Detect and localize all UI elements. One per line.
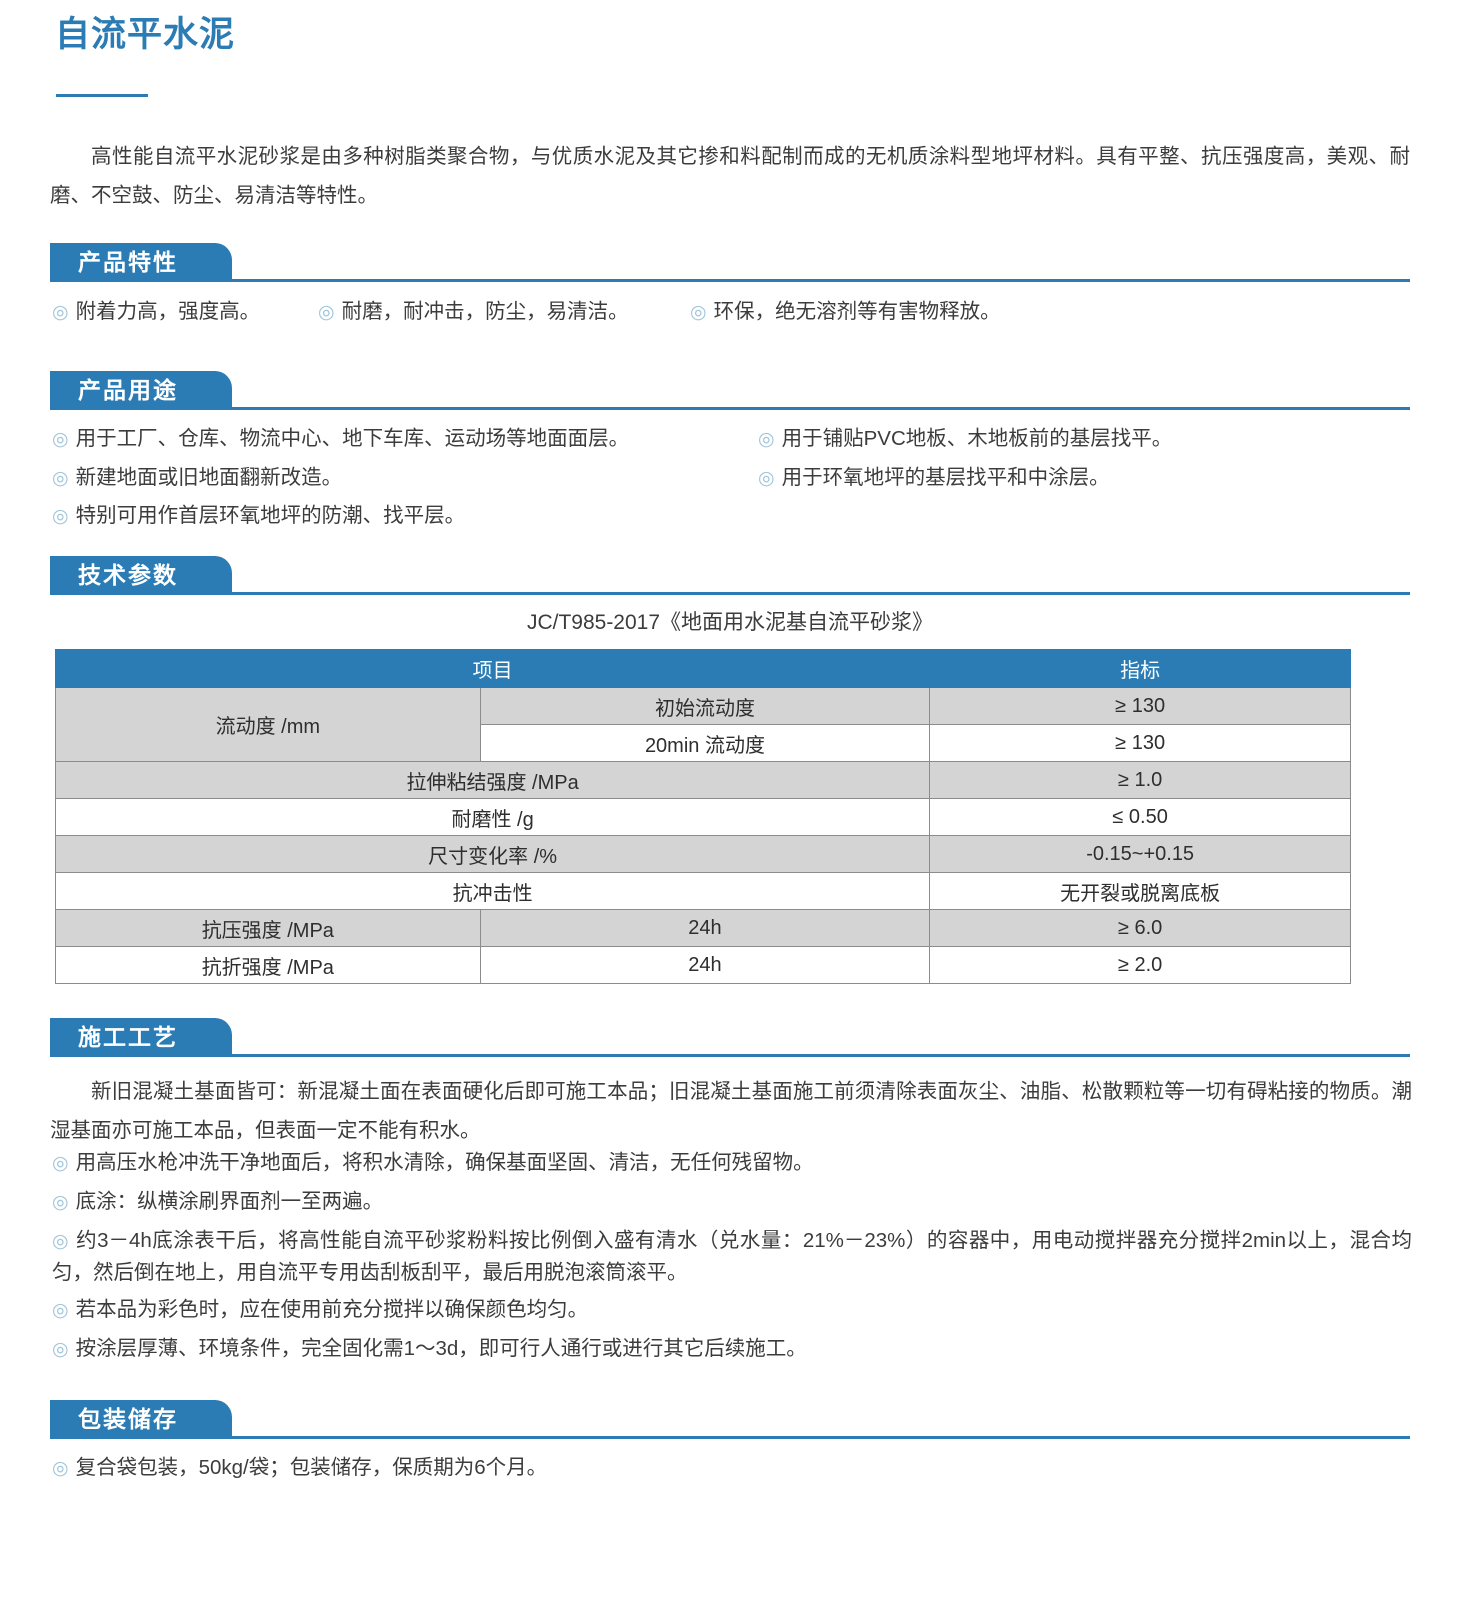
section-header-features: 产品特性 (50, 243, 1410, 283)
page-title: 自流平水泥 (55, 15, 236, 54)
bullet-marker-icon: ◎ (52, 429, 69, 450)
section-title-packaging: 包装储存 (50, 1400, 232, 1438)
table-header-index: 指标 (929, 649, 1351, 688)
section-header-specs: 技术参数 (50, 556, 1410, 596)
section-header-process: 施工工艺 (50, 1018, 1410, 1058)
bullet-marker-icon: ◎ (758, 468, 775, 489)
bullet-marker-icon: ◎ (52, 1339, 69, 1360)
process-item-2: ◎ 底涂：纵横涂刷界面剂一至两遍。 (52, 1186, 383, 1218)
bullet-marker-icon: ◎ (758, 429, 775, 450)
bullet-marker-icon: ◎ (52, 1231, 70, 1252)
use-item-left-1: ◎ 用于工厂、仓库、物流中心、地下车库、运动场等地面面层。 (52, 423, 629, 455)
process-item-1: ◎ 用高压水枪冲洗干净地面后，将积水清除，确保基面坚固、清洁，无任何残留物。 (52, 1147, 814, 1179)
process-item-5: ◎ 按涂层厚薄、环境条件，完全固化需1～3d，即可行人通行或进行其它后续施工。 (52, 1333, 807, 1365)
use-item-right-2-text: 用于环氧地坪的基层找平和中涂层。 (781, 466, 1110, 489)
process-item-4: ◎ 若本品为彩色时，应在使用前充分搅拌以确保颜色均匀。 (52, 1294, 588, 1326)
cell-item: 抗冲击性 (54, 872, 931, 910)
cell-sub: 20min 流动度 (479, 724, 931, 762)
feature-item-3: ◎ 环保，绝无溶剂等有害物释放。 (690, 296, 1001, 328)
cell-item: 流动度 /mm (55, 687, 481, 762)
bullet-marker-icon: ◎ (690, 302, 707, 323)
use-item-left-3-text: 特别可用作首层环氧地坪的防潮、找平层。 (75, 504, 466, 527)
process-item-5-text: 按涂层厚薄、环境条件，完全固化需1～3d，即可行人通行或进行其它后续施工。 (75, 1337, 807, 1360)
use-item-left-1-text: 用于工厂、仓库、物流中心、地下车库、运动场等地面面层。 (75, 427, 630, 450)
cell-item: 抗折强度 /MPa (55, 946, 481, 984)
cell-value: ≤ 0.50 (929, 798, 1351, 836)
table-header-row: 项目 指标 (54, 649, 1351, 688)
section-title-specs: 技术参数 (50, 556, 232, 594)
feature-item-2: ◎ 耐磨，耐冲击，防尘，易清洁。 (318, 296, 629, 328)
feature-item-1: ◎ 附着力高，强度高。 (52, 296, 260, 328)
process-item-3-text: 约3－4h底涂表干后，将高性能自流平砂浆粉料按比例倒入盛有清水（兑水量：21%－… (52, 1229, 1412, 1284)
cell-value: ≥ 1.0 (929, 761, 1351, 799)
technical-parameters-table: 项目 指标 流动度 /mm 初始流动度 ≥ 130 20min 流动度 ≥ 13… (54, 649, 1351, 984)
cell-value: ≥ 130 (929, 687, 1351, 725)
section-rule-packaging (50, 1436, 1410, 1439)
section-title-process: 施工工艺 (50, 1018, 232, 1056)
cell-value: ≥ 2.0 (929, 946, 1351, 984)
title-underline-rule (56, 94, 148, 97)
table-row: 尺寸变化率 /% -0.15~+0.15 (54, 835, 1351, 873)
packaging-item-1: ◎ 复合袋包装，50kg/袋；包装储存，保质期为6个月。 (52, 1452, 547, 1484)
section-rule-specs (50, 592, 1410, 595)
feature-item-1-text: 附着力高，强度高。 (75, 300, 261, 323)
table-row: 流动度 /mm 初始流动度 ≥ 130 (55, 687, 1351, 762)
section-header-uses: 产品用途 (50, 371, 1410, 411)
cell-value: 无开裂或脱离底板 (929, 872, 1351, 910)
use-item-right-1: ◎ 用于铺贴PVC地板、木地板前的基层找平。 (758, 423, 1172, 455)
process-intro-paragraph: 新旧混凝土基面皆可：新混凝土面在表面硬化后即可施工本品；旧混凝土基面施工前须清除… (50, 1080, 1412, 1142)
product-intro-paragraph: 高性能自流平水泥砂浆是由多种树脂类聚合物，与优质水泥及其它掺和料配制而成的无机质… (50, 145, 1410, 207)
section-title-uses: 产品用途 (50, 371, 232, 409)
bullet-marker-icon: ◎ (52, 1192, 69, 1213)
table-row: 20min 流动度 ≥ 130 (56, 724, 1351, 762)
feature-item-3-text: 环保，绝无溶剂等有害物释放。 (713, 300, 1001, 323)
table-row: 抗压强度 /MPa 24h ≥ 6.0 (55, 909, 1351, 947)
cell-value: -0.15~+0.15 (929, 835, 1351, 873)
use-item-left-2-text: 新建地面或旧地面翻新改造。 (75, 466, 343, 489)
feature-item-2-text: 耐磨，耐冲击，防尘，易清洁。 (341, 300, 629, 323)
bullet-marker-icon: ◎ (52, 506, 69, 527)
cell-value: ≥ 130 (929, 724, 1351, 762)
process-item-1-text: 用高压水枪冲洗干净地面后，将积水清除，确保基面坚固、清洁，无任何残留物。 (75, 1151, 814, 1174)
table-row: 抗冲击性 无开裂或脱离底板 (54, 872, 1351, 910)
use-item-left-3: ◎ 特别可用作首层环氧地坪的防潮、找平层。 (52, 500, 465, 532)
cell-sub: 24h (479, 909, 931, 947)
bullet-marker-icon: ◎ (52, 1153, 69, 1174)
cell-item: 拉伸粘结强度 /MPa (54, 761, 931, 799)
cell-item: 尺寸变化率 /% (54, 835, 931, 873)
use-item-left-2: ◎ 新建地面或旧地面翻新改造。 (52, 462, 342, 494)
cell-item: 耐磨性 /g (54, 798, 931, 836)
table-header-item: 项目 (54, 649, 931, 688)
section-rule-process (50, 1054, 1410, 1057)
bullet-marker-icon: ◎ (52, 1458, 69, 1479)
table-row: 耐磨性 /g ≤ 0.50 (54, 798, 1351, 836)
cell-value: ≥ 6.0 (929, 909, 1351, 947)
cell-sub: 24h (479, 946, 931, 984)
process-item-2-text: 底涂：纵横涂刷界面剂一至两遍。 (75, 1190, 384, 1213)
process-item-4-text: 若本品为彩色时，应在使用前充分搅拌以确保颜色均匀。 (75, 1298, 589, 1321)
cell-sub: 初始流动度 (479, 687, 931, 725)
section-title-features: 产品特性 (50, 243, 232, 281)
bullet-marker-icon: ◎ (52, 1300, 69, 1321)
section-rule-uses (50, 407, 1410, 410)
bullet-marker-icon: ◎ (52, 302, 69, 323)
table-row: 拉伸粘结强度 /MPa ≥ 1.0 (54, 761, 1351, 799)
section-rule-features (50, 279, 1410, 282)
standard-reference: JC/T985-2017《地面用水泥基自流平砂浆》 (526, 611, 934, 634)
process-item-3: ◎ 约3－4h底涂表干后，将高性能自流平砂浆粉料按比例倒入盛有清水（兑水量：21%… (52, 1225, 1412, 1289)
section-header-packaging: 包装储存 (50, 1400, 1410, 1440)
packaging-item-1-text: 复合袋包装，50kg/袋；包装储存，保质期为6个月。 (75, 1456, 548, 1479)
use-item-right-1-text: 用于铺贴PVC地板、木地板前的基层找平。 (781, 427, 1173, 450)
bullet-marker-icon: ◎ (52, 468, 69, 489)
use-item-right-2: ◎ 用于环氧地坪的基层找平和中涂层。 (758, 462, 1110, 494)
cell-item: 抗压强度 /MPa (55, 909, 481, 947)
bullet-marker-icon: ◎ (318, 302, 335, 323)
table-row: 抗折强度 /MPa 24h ≥ 2.0 (55, 946, 1351, 984)
